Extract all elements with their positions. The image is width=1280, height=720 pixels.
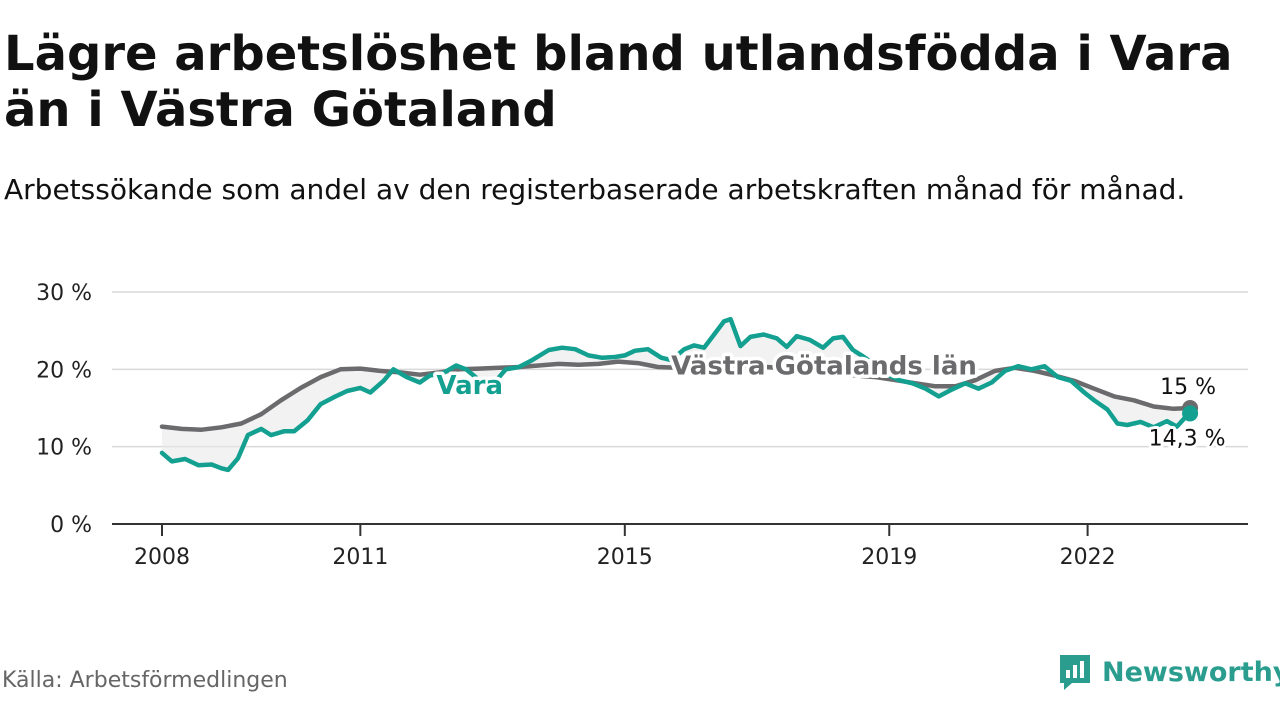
y-tick-label-10: 10 % [36, 436, 92, 461]
x-tick-label-2019: 2019 [861, 545, 917, 570]
end-point-vara [1182, 405, 1199, 422]
brand-logo: Newsworthy [1058, 652, 1280, 692]
x-tick-label-2011: 2011 [332, 545, 388, 570]
series-line-vara [159, 316, 1193, 473]
series-label-vara: Vara [436, 371, 503, 401]
x-tick-label-2015: 2015 [597, 545, 653, 570]
x-tick-label-2022: 2022 [1060, 545, 1116, 570]
source-note: Källa: Arbetsförmedlingen [2, 668, 288, 693]
brand-name: Newsworthy [1102, 656, 1280, 688]
y-tick-label-30: 30 % [36, 281, 92, 306]
newsworthy-logo-icon [1060, 655, 1090, 690]
chart-title: Lägre arbetslöshet bland utlandsfödda i … [4, 26, 1233, 138]
end-label-vara: 14,3 % [1149, 426, 1226, 451]
x-tick-label-2008: 2008 [134, 545, 190, 570]
end-label-vastra-gotaland: 15 % [1160, 375, 1216, 400]
y-tick-label-0: 0 % [50, 513, 92, 538]
series-label-vastra-gotaland: Västra Götalands län [671, 352, 977, 382]
chart-subtitle: Arbetssökande som andel av den registerb… [4, 173, 1186, 206]
y-tick-label-20: 20 % [36, 358, 92, 383]
